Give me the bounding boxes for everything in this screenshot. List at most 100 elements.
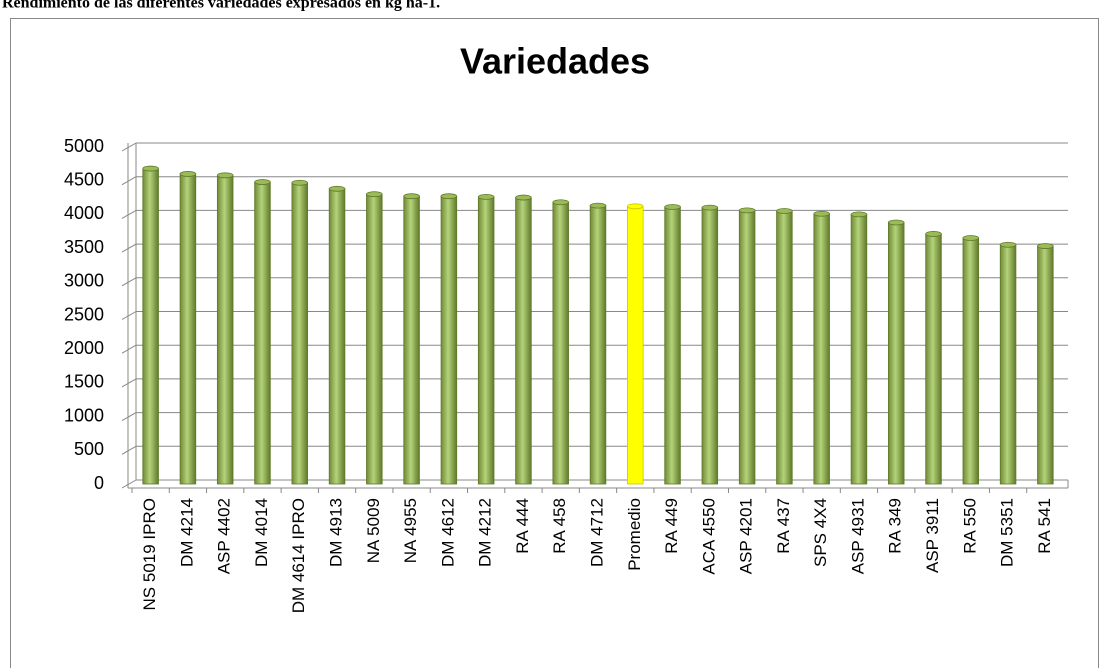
bar	[589, 205, 607, 485]
bar-cap	[477, 193, 495, 200]
y-tick-label: 3000	[64, 271, 104, 291]
bar-cap	[366, 191, 383, 198]
bar	[738, 209, 756, 485]
y-tick-label: 1500	[64, 372, 104, 392]
y-tick-label: 1000	[64, 405, 104, 425]
x-tick-label: NA 5009	[364, 498, 383, 563]
x-tick-label: NA 4955	[401, 498, 420, 563]
bar-cap	[552, 199, 569, 206]
x-tick-label: DM 4014	[252, 498, 271, 567]
x-tick-label: ASP 4402	[215, 498, 234, 574]
bar-cap	[850, 211, 868, 218]
x-tick-label: DM 5351	[998, 498, 1017, 567]
bar	[328, 188, 346, 485]
bar-cap	[925, 231, 942, 237]
bar	[962, 237, 980, 485]
y-tick-label: 2500	[64, 304, 104, 324]
x-tick-label: ACA 4550	[699, 498, 718, 575]
bar-cap	[216, 172, 234, 179]
bar-cap	[664, 204, 681, 210]
bar	[999, 244, 1017, 485]
bar-cap	[627, 203, 644, 210]
x-tick-label: DM 4212	[476, 498, 495, 567]
y-tick-label: 0	[94, 473, 104, 493]
bar	[701, 207, 719, 485]
x-tick-label: RA 458	[550, 498, 569, 554]
x-tick-label: RA 444	[513, 498, 532, 554]
tick-mark	[121, 378, 137, 388]
x-tick-label: RA 550	[960, 498, 979, 554]
x-tick-label: ASP 3911	[923, 498, 942, 573]
x-tick-label: DM 4612	[438, 498, 457, 567]
bar	[664, 206, 681, 485]
x-tick-label: Promedio	[625, 498, 644, 571]
tick-mark	[121, 445, 137, 455]
tick-mark	[121, 243, 137, 253]
x-tick-label: DM 4913	[327, 498, 346, 567]
y-tick-label: 2000	[64, 338, 104, 358]
bar	[216, 174, 234, 485]
bar	[925, 233, 942, 485]
bar	[813, 213, 830, 485]
bar-cap	[440, 193, 458, 200]
bar-cap	[1037, 243, 1054, 249]
bar-cap	[179, 171, 197, 177]
y-tick-label: 5000	[64, 136, 104, 156]
tick-mark	[121, 344, 137, 354]
bar-cap	[701, 204, 719, 211]
x-tick-label: DM 4214	[177, 498, 196, 567]
bar-cap	[589, 202, 607, 209]
bar-cap	[776, 208, 793, 214]
bar-cap	[291, 179, 308, 186]
bar-cap	[254, 179, 271, 185]
bar	[403, 195, 420, 485]
chart-title: Variedades	[460, 41, 650, 82]
x-tick-label: ASP 4201	[737, 498, 756, 574]
x-tick-label: RA 449	[662, 498, 681, 554]
heading: Rendimiento de las diferentes variedades…	[2, 0, 440, 12]
bar-cap	[142, 165, 159, 172]
tick-mark	[121, 142, 137, 152]
tick-mark	[121, 311, 137, 320]
bar	[888, 222, 905, 485]
x-tick-label: SPS 4X4	[811, 498, 830, 567]
bar	[515, 197, 532, 485]
bar	[291, 182, 308, 485]
x-tick-label: RA 437	[774, 498, 793, 554]
tick-mark	[121, 479, 137, 489]
y-tick-label: 4000	[64, 203, 104, 223]
bar	[179, 173, 197, 485]
tick-mark	[121, 277, 137, 287]
bar-cap	[813, 210, 830, 217]
x-tick-label: DM 4614 IPRO	[289, 498, 308, 613]
bar-cap	[738, 207, 756, 214]
bar-cap	[999, 241, 1017, 248]
x-tick-label: NS 5019 IPRO	[140, 498, 159, 610]
tick-mark	[121, 412, 137, 422]
bar	[440, 195, 458, 485]
x-tick-label: RA 541	[1035, 498, 1054, 554]
bar	[477, 196, 495, 485]
bar-cap	[888, 219, 905, 226]
bar	[776, 210, 793, 485]
tick-mark	[121, 209, 137, 219]
bar	[552, 201, 569, 485]
bar	[850, 213, 868, 485]
tick-mark	[121, 176, 137, 186]
bar	[1037, 245, 1054, 485]
bar-cap	[328, 185, 346, 192]
bar-cap	[515, 194, 532, 201]
bar	[142, 168, 159, 485]
y-tick-label: 3500	[64, 237, 104, 257]
y-tick-label: 500	[74, 439, 104, 459]
x-tick-label: RA 349	[886, 498, 905, 554]
x-tick-label: DM 4712	[587, 498, 606, 567]
bar	[627, 205, 644, 485]
bar	[366, 193, 383, 485]
y-tick-label: 4500	[64, 169, 104, 189]
bar	[254, 181, 271, 485]
bar-cap	[403, 193, 420, 200]
bar-cap	[962, 235, 980, 241]
